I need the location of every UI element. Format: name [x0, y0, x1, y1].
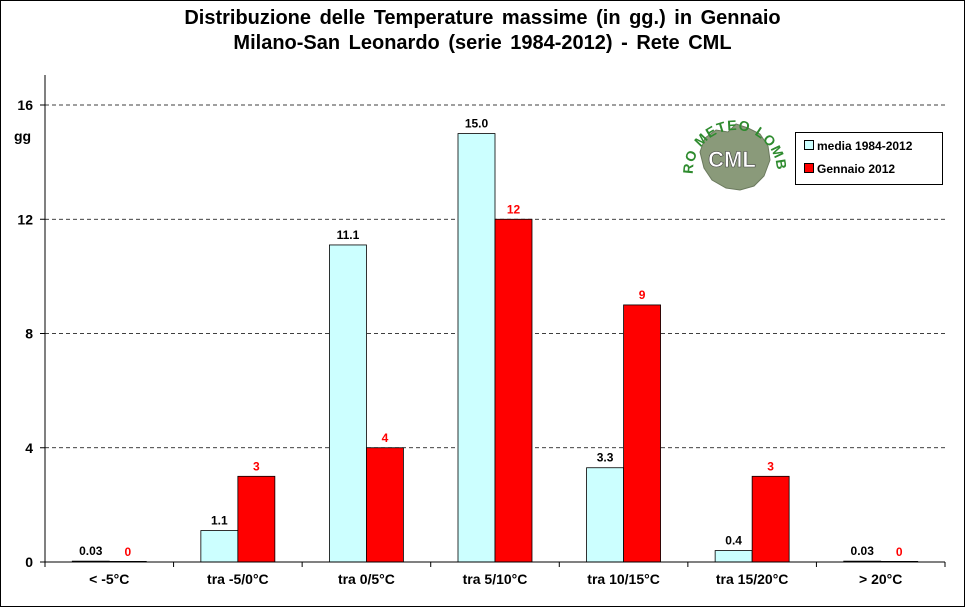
legend-swatch-gennaio: [804, 163, 814, 173]
bar-gennaio: [751, 475, 790, 563]
chart-title-line-1: Distribuzione delle Temperature massime …: [184, 7, 781, 29]
x-tick-label: tra -5/0°C: [207, 571, 269, 587]
logo-arc-text: CENTRO METEO LOMBARDO: [0, 0, 790, 174]
data-label-gennaio: 3: [767, 459, 774, 473]
y-tick-label: 8: [25, 326, 33, 342]
data-label-gennaio: 4: [382, 431, 389, 445]
x-tick-label: tra 5/10°C: [463, 571, 528, 587]
legend-item-media: media 1984-2012: [804, 138, 912, 154]
data-label-media: 1.1: [211, 514, 228, 528]
bar-media: [329, 244, 367, 563]
y-tick-label: 4: [25, 440, 33, 456]
data-label-media: 15.0: [465, 117, 489, 131]
data-label-gennaio: 0: [896, 545, 903, 559]
data-label-media: 0.4: [725, 534, 742, 548]
data-label-media: 0.03: [79, 544, 103, 558]
y-tick-label: 12: [17, 211, 33, 227]
logo-center-text: CML: [708, 147, 756, 172]
bars: [71, 133, 919, 563]
x-tick-label: tra 10/15°C: [587, 571, 660, 587]
bar-media: [457, 133, 496, 563]
chart-title: Distribuzione delle Temperature massime …: [0, 6, 965, 56]
bar-gennaio: [623, 304, 661, 563]
bar-media: [714, 550, 753, 563]
x-tick-label: tra 15/20°C: [716, 571, 789, 587]
x-tick-label: tra 0/5°C: [338, 571, 395, 587]
lombardy-map-icon: [699, 123, 771, 191]
y-tick-label: 0: [25, 554, 33, 570]
legend-label-gennaio: Gennaio 2012: [817, 162, 896, 176]
y-axis-label: gg: [14, 128, 31, 144]
legend-swatch-media: [804, 140, 814, 150]
y-tick-label: 16: [17, 97, 33, 113]
data-label-gennaio: 9: [639, 288, 646, 302]
bar-gennaio: [494, 218, 533, 563]
data-label-media: 3.3: [597, 451, 614, 465]
data-labels: 0.03 0 1.1 3 11.1 4 15.0 12 3.3 9 0.4 3 0.03 0: [79, 117, 903, 559]
legend-label-media: media 1984-2012: [817, 139, 913, 153]
data-label-media: 11.1: [337, 228, 360, 242]
bar-gennaio: [237, 475, 276, 563]
axes: 0 4 8 12 16 < -5°C tra -5/0°C tra 0/5°C tra 5/10…: [17, 75, 946, 587]
bar-media: [200, 530, 239, 563]
chart-title-line-2: Milano-San Leonardo (serie 1984-2012) - …: [233, 32, 732, 54]
legend: media 1984-2012 Gennaio 2012: [795, 132, 943, 185]
legend-item-gennaio: Gennaio 2012: [804, 161, 895, 177]
cml-logo: CENTRO METEO LOMBARDO CML: [0, 0, 790, 191]
data-label-gennaio: 3: [253, 459, 260, 473]
bar-gennaio: [366, 447, 404, 563]
data-label-gennaio: 0: [124, 545, 131, 559]
x-tick-label: > 20°C: [859, 571, 902, 587]
data-label-media: 0.03: [851, 544, 875, 558]
data-label-gennaio: 12: [507, 202, 521, 216]
x-tick-label: < -5°C: [89, 571, 129, 587]
bar-media: [586, 467, 624, 563]
